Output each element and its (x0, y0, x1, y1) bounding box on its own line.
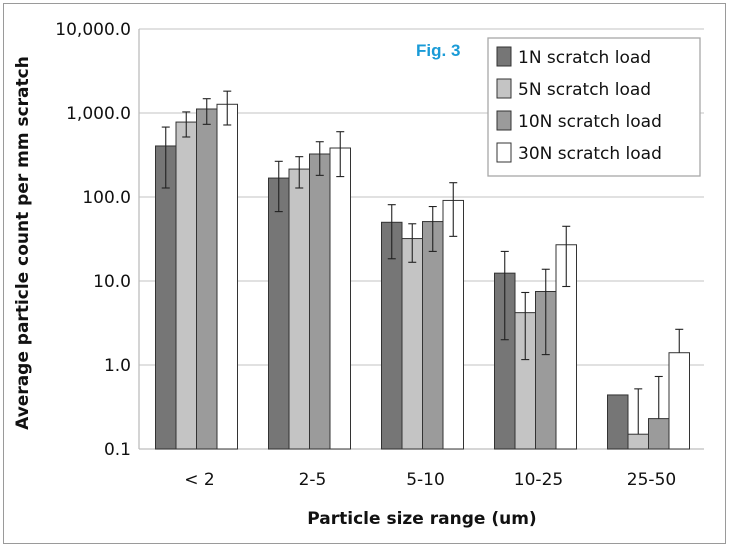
y-tick-label: 1,000.0 (66, 104, 131, 124)
y-tick-labels: 0.1 1.0 10.0 100.0 1,000.0 10,000.0 (55, 20, 131, 460)
y-tick-label: 10.0 (93, 272, 131, 292)
chart-title: Fig. 3 (416, 41, 460, 60)
legend-swatch (496, 142, 512, 163)
y-tick-label: 10,000.0 (55, 20, 131, 40)
bar (175, 121, 197, 450)
bar (607, 394, 629, 450)
bar (627, 433, 649, 450)
y-tick-label: 0.1 (104, 440, 131, 460)
legend: 1N scratch load 5N scratch load 10N scratc… (487, 37, 701, 177)
bar (422, 221, 444, 450)
x-tick-label: < 2 (184, 470, 214, 490)
legend-box (487, 37, 701, 177)
bar (401, 238, 423, 450)
bar (196, 108, 218, 450)
y-tick-label: 100.0 (82, 188, 131, 208)
legend-swatch (496, 110, 512, 131)
bar (268, 177, 290, 450)
bar (648, 418, 670, 450)
chart-frame (3, 3, 726, 544)
y-axis-label: Average particle count per mm scratch (13, 56, 33, 430)
bars (155, 90, 690, 450)
bar (329, 147, 351, 450)
bar (442, 199, 464, 450)
x-tick-labels: < 2 2-5 5-10 10-25 25-50 (184, 470, 676, 490)
bar (309, 153, 331, 450)
legend-label: 10N scratch load (518, 112, 662, 132)
x-axis-label: Particle size range (um) (307, 509, 536, 529)
legend-swatch (496, 46, 512, 67)
y-tick-label: 1.0 (104, 356, 131, 376)
bar (155, 145, 177, 450)
bar (216, 103, 238, 450)
legend-label: 1N scratch load (518, 48, 651, 68)
legend-swatch (496, 78, 512, 99)
x-tick-label: 2-5 (299, 470, 327, 490)
legend-label: 30N scratch load (518, 144, 662, 164)
x-tick-label: 25-50 (627, 470, 676, 490)
x-tick-label: 10-25 (514, 470, 563, 490)
bar (668, 352, 690, 450)
legend-label: 5N scratch load (518, 80, 651, 100)
x-tick-label: 5-10 (406, 470, 445, 490)
bar (288, 168, 310, 450)
